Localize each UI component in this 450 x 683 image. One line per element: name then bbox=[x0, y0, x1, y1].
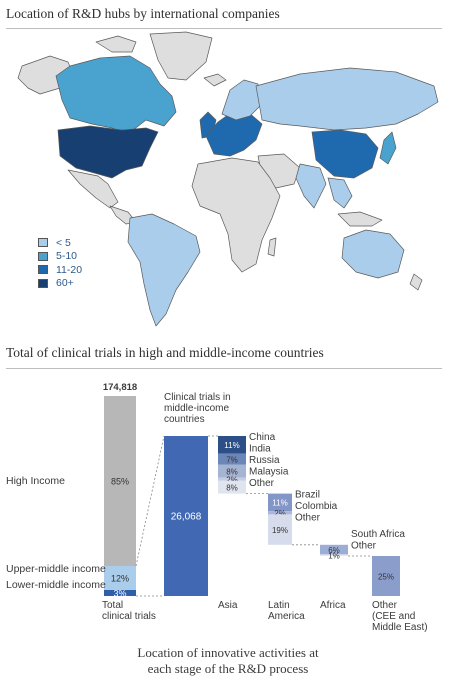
region-segment-name: Colombia bbox=[295, 501, 338, 512]
japan-shape bbox=[379, 131, 397, 165]
middle-income-value: 26,068 bbox=[171, 512, 202, 523]
middle-income-header: Clinical trials in middle-income countries bbox=[164, 392, 231, 425]
total-segment-value: 12% bbox=[111, 574, 129, 584]
region-segment-name: China bbox=[249, 432, 276, 443]
africa-shape bbox=[191, 157, 281, 273]
region-bar-segment bbox=[268, 514, 292, 545]
clinical-trials-chart: 174,818 85% High Income 12% Upper-middle inc… bbox=[6, 382, 428, 633]
region-segment-value: 6% bbox=[328, 546, 340, 555]
region-bar-segment bbox=[218, 480, 246, 494]
india-shape bbox=[295, 163, 327, 209]
legend-label: 11-20 bbox=[56, 263, 83, 276]
region-segment-value: 8% bbox=[226, 468, 238, 477]
legend-label: < 5 bbox=[56, 236, 71, 249]
region-segment-name: Brazil bbox=[295, 490, 320, 501]
region-segment-value: 2% bbox=[226, 476, 238, 485]
region-bar-segment bbox=[218, 436, 246, 454]
chart-caption: Location of innovative activities at eac… bbox=[78, 645, 378, 677]
total-bar-segment bbox=[104, 590, 136, 596]
middle-income-bar bbox=[164, 436, 208, 596]
new-zealand-shape bbox=[409, 273, 423, 291]
legend-swatch bbox=[38, 251, 48, 261]
caption-line-1: Location of innovative activities at bbox=[137, 645, 319, 660]
chart-title: Total of clinical trials in high and mid… bbox=[6, 345, 324, 360]
legend-swatch bbox=[38, 278, 48, 288]
china-shape bbox=[311, 129, 379, 179]
legend-row: < 5 bbox=[38, 236, 82, 249]
canada-shape bbox=[55, 55, 177, 135]
total-category-label: Total clinical trials bbox=[102, 600, 156, 622]
region-segment-value: 19% bbox=[272, 526, 288, 535]
region-bar-segment bbox=[320, 544, 348, 555]
legend-swatch bbox=[38, 238, 48, 247]
region-bar-segment bbox=[218, 477, 246, 481]
europe-shape bbox=[205, 111, 263, 157]
region-bar-segment bbox=[268, 493, 292, 512]
arctic-islands-shape bbox=[95, 35, 137, 53]
region-segment-value: 2% bbox=[274, 509, 286, 518]
legend-row: 60+ bbox=[38, 277, 82, 290]
region-bar-segment bbox=[268, 511, 292, 515]
indonesia-shape bbox=[337, 211, 383, 227]
region-segment-value: 8% bbox=[226, 484, 238, 493]
map-title: Location of R&D hubs by international co… bbox=[6, 6, 280, 21]
legend-label: 5-10 bbox=[56, 250, 78, 262]
iceland-shape bbox=[203, 73, 227, 87]
greenland-shape bbox=[149, 31, 213, 81]
total-segment-value: 85% bbox=[111, 477, 129, 487]
total-segment-name: Upper-middle income bbox=[6, 563, 106, 575]
legend-row: 5-10 bbox=[38, 250, 82, 263]
region-segment-name: Other bbox=[351, 540, 377, 551]
region-category-label: Latin America bbox=[268, 600, 305, 622]
legend-label: 60+ bbox=[56, 277, 74, 289]
total-bar-segment bbox=[104, 396, 136, 566]
region-segment-name: Malaysia bbox=[249, 467, 289, 478]
usa-shape bbox=[57, 125, 159, 179]
legend-row: 11-20 bbox=[38, 263, 82, 276]
south-america-shape bbox=[127, 213, 201, 327]
chart-title-rule bbox=[6, 368, 442, 369]
southeast-asia-shape bbox=[327, 177, 353, 209]
caption-line-2: each stage of the R&D process bbox=[147, 661, 309, 676]
total-segment-name: Lower-middle income bbox=[6, 579, 106, 591]
region-segment-name: India bbox=[249, 444, 271, 455]
world-map bbox=[17, 31, 439, 327]
map-title-rule bbox=[6, 28, 442, 29]
region-segment-name: Other bbox=[295, 513, 321, 524]
region-category-label: Africa bbox=[320, 600, 346, 611]
region-bar-segment bbox=[320, 554, 348, 556]
madagascar-shape bbox=[267, 237, 277, 257]
region-segment-value: 7% bbox=[226, 456, 238, 465]
region-category-label: Other (CEE and Middle East) bbox=[372, 600, 428, 633]
region-segment-name: Other bbox=[249, 478, 275, 489]
connector-line bbox=[135, 435, 165, 567]
region-bar-segment bbox=[372, 556, 400, 596]
total-segment-value: 3% bbox=[113, 589, 126, 599]
region-segment-name: Russia bbox=[249, 455, 280, 466]
total-segment-name: High Income bbox=[6, 475, 65, 487]
region-segment-value: 11% bbox=[224, 441, 239, 450]
australia-shape bbox=[341, 229, 405, 279]
land-shapes bbox=[17, 31, 439, 327]
mexico-shape bbox=[67, 169, 119, 209]
region-segment-value: 11% bbox=[272, 499, 287, 508]
total-value-label: 174,818 bbox=[103, 382, 137, 393]
map-legend: < 5 5-10 11-20 60+ bbox=[38, 236, 82, 290]
region-bar-segment bbox=[218, 453, 246, 465]
legend-swatch bbox=[38, 265, 48, 274]
region-segment-name: South Africa bbox=[351, 529, 405, 540]
region-category-label: Asia bbox=[218, 600, 238, 611]
region-segment-value: 25% bbox=[378, 572, 394, 581]
region-segment-value: 1% bbox=[328, 552, 340, 561]
region-bar-segment bbox=[218, 464, 246, 478]
russia-asia-shape bbox=[255, 67, 439, 131]
total-bar-segment bbox=[104, 566, 136, 590]
